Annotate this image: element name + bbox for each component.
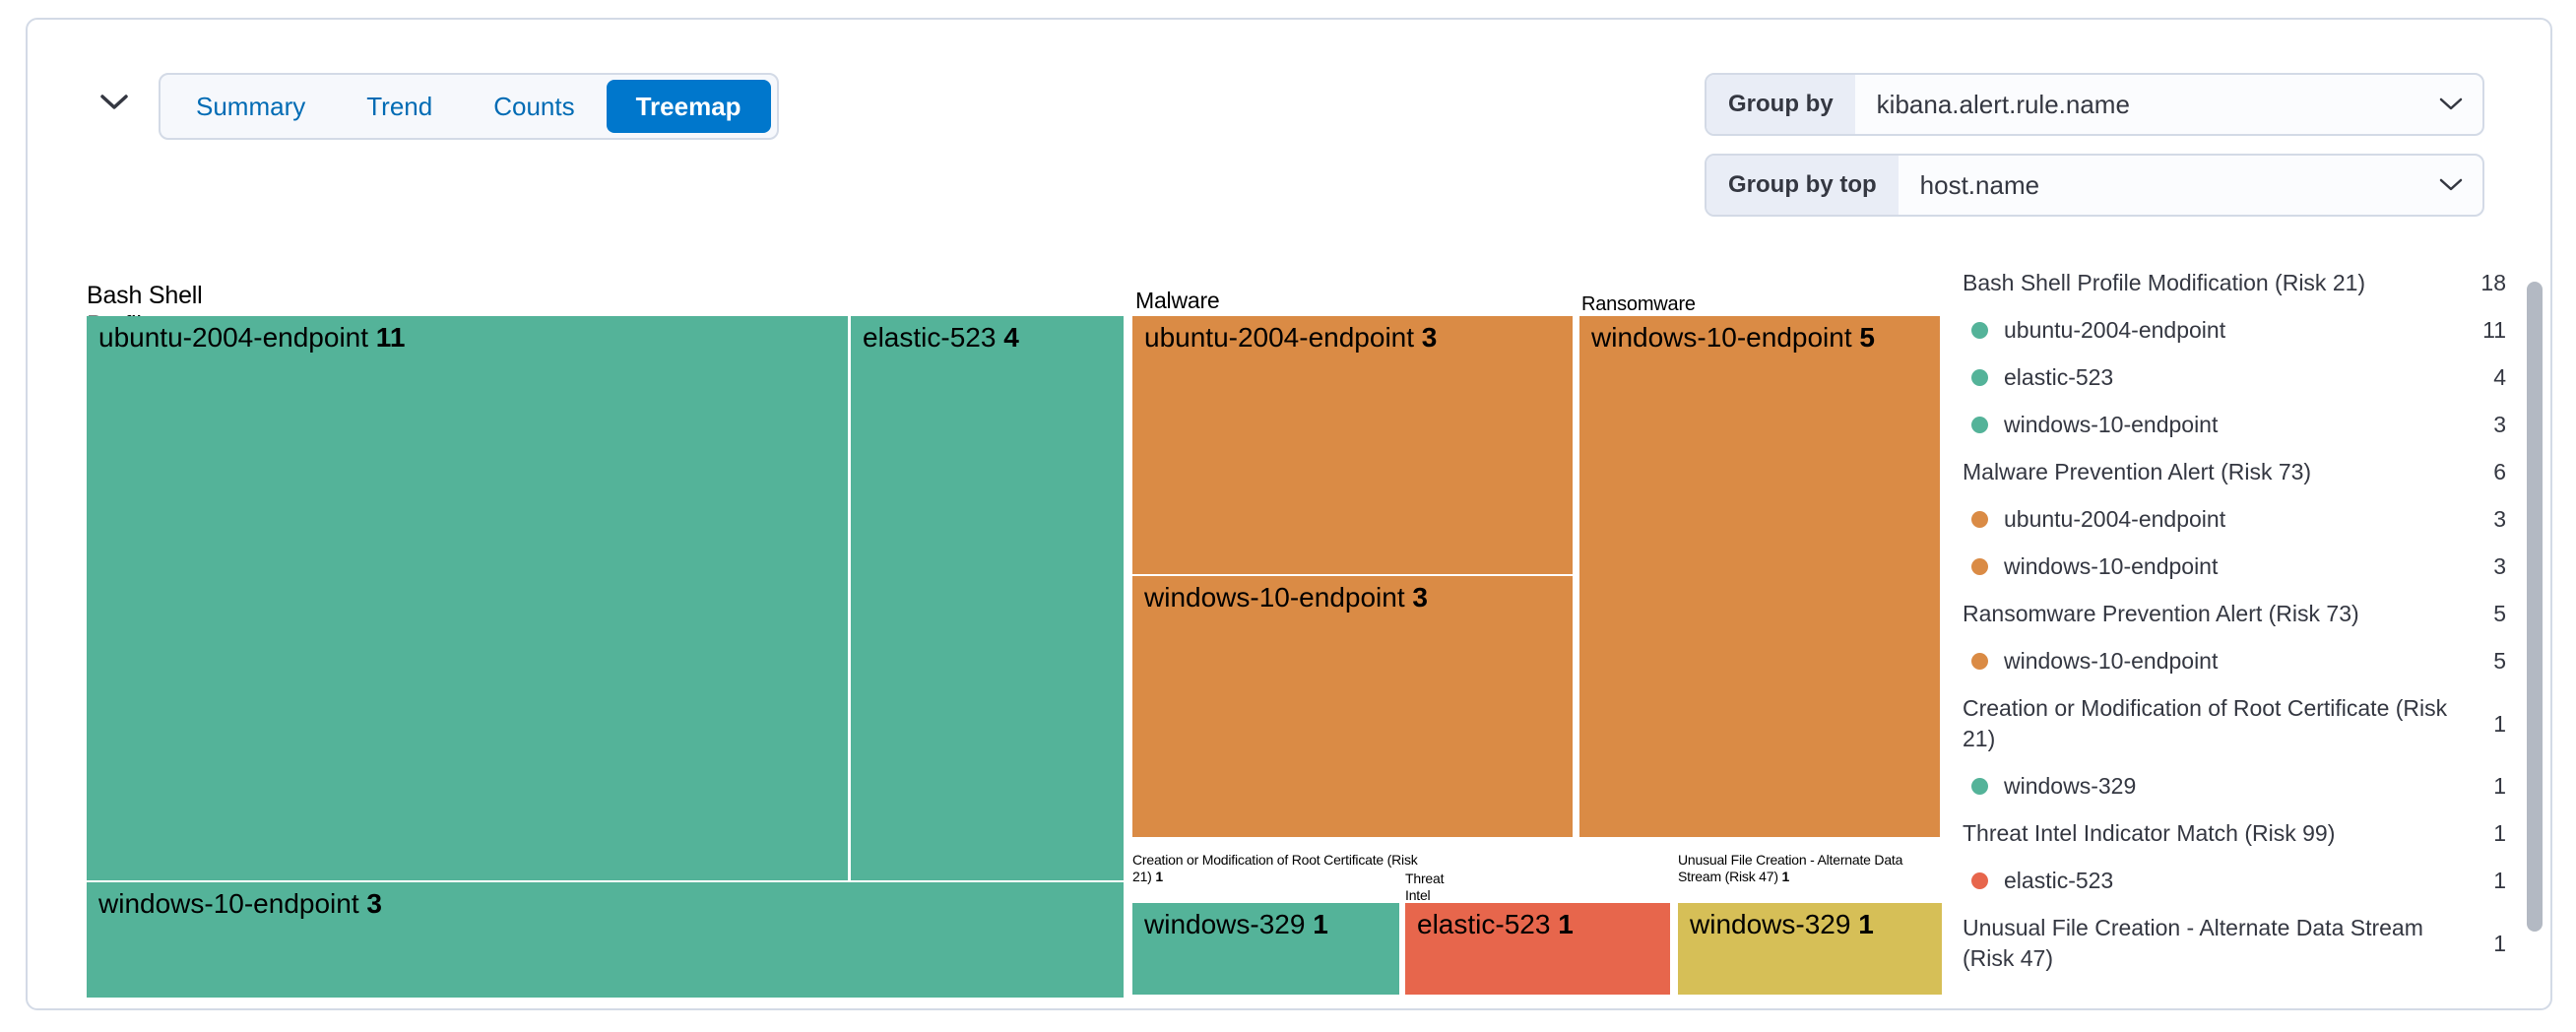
legend-color-dot <box>1971 778 1988 795</box>
legend-label[interactable]: Threat Intel Indicator Match (Risk 99) <box>1963 820 2336 846</box>
legend-item-row[interactable]: windows-10-endpoint 5 <box>1963 646 2506 677</box>
group-by-selected-value: kibana.alert.rule.name <box>1876 89 2130 119</box>
legend-value: 5 <box>2493 601 2506 626</box>
legend: Bash Shell Profile Modification (Risk 21… <box>1963 268 2506 991</box>
treemap-group-header: Creation or Modification of Root Certifi… <box>1132 852 1418 884</box>
view-selector-button-group: Summary Trend Counts Treemap <box>159 73 779 140</box>
chevron-down-icon <box>2439 156 2482 215</box>
legend-group-row[interactable]: Malware Prevention Alert (Risk 73) 6 <box>1963 457 2506 487</box>
legend-scrollbar-thumb[interactable] <box>2527 282 2543 932</box>
legend-value: 1 <box>2493 868 2506 893</box>
tab-counts[interactable]: Counts <box>464 80 604 133</box>
legend-label[interactable]: windows-10-endpoint <box>2004 553 2219 579</box>
legend-value: 5 <box>2493 648 2506 674</box>
chevron-down-icon <box>2439 75 2482 134</box>
legend-value: 3 <box>2493 553 2506 579</box>
legend-value: 1 <box>2493 820 2506 846</box>
legend-value: 18 <box>2480 270 2506 295</box>
legend-value: 3 <box>2493 412 2506 437</box>
legend-value: 1 <box>2493 930 2506 956</box>
collapse-section-button[interactable] <box>93 81 136 124</box>
group-by-prepend-label: Group by <box>1707 75 1855 134</box>
legend-item-row[interactable]: windows-10-endpoint 3 <box>1963 551 2506 582</box>
treemap-cell-windows-10-endpoint[interactable]: windows-10-endpoint 5 <box>1579 316 1940 837</box>
legend-label[interactable]: Unusual File Creation - Alternate Data S… <box>1963 915 2423 971</box>
legend-label[interactable]: Ransomware Prevention Alert (Risk 73) <box>1963 601 2359 626</box>
legend-value: 3 <box>2493 506 2506 532</box>
legend-label[interactable]: windows-10-endpoint <box>2004 412 2219 437</box>
legend-color-dot <box>1971 511 1988 528</box>
legend-label[interactable]: ubuntu-2004-endpoint <box>2004 506 2226 532</box>
legend-color-dot <box>1971 558 1988 575</box>
legend-label[interactable]: Bash Shell Profile Modification (Risk 21… <box>1963 270 2366 295</box>
legend-value: 6 <box>2493 459 2506 484</box>
legend-label[interactable]: windows-10-endpoint <box>2004 648 2219 674</box>
legend-group-row[interactable]: Unusual File Creation - Alternate Data S… <box>1963 913 2506 974</box>
group-by-top-prepend-label: Group by top <box>1707 156 1899 215</box>
legend-label[interactable]: Creation or Modification of Root Certifi… <box>1963 695 2448 751</box>
tab-trend[interactable]: Trend <box>337 80 462 133</box>
legend-group-row[interactable]: Threat Intel Indicator Match (Risk 99) 1 <box>1963 818 2506 849</box>
treemap-cell-windows-329[interactable]: windows-329 1 <box>1132 903 1399 995</box>
tab-summary[interactable]: Summary <box>166 80 335 133</box>
legend-value: 1 <box>2493 710 2506 737</box>
legend-color-dot <box>1971 653 1988 670</box>
legend-label[interactable]: ubuntu-2004-endpoint <box>2004 317 2226 343</box>
legend-color-dot <box>1971 417 1988 433</box>
treemap-cell-windows-10-endpoint[interactable]: windows-10-endpoint 3 <box>1132 576 1573 837</box>
legend-value: 4 <box>2493 364 2506 390</box>
legend-label[interactable]: elastic-523 <box>2004 868 2114 893</box>
group-by-select[interactable]: Group by kibana.alert.rule.name <box>1705 73 2484 136</box>
legend-item-row[interactable]: windows-329 1 <box>1963 771 2506 802</box>
treemap-cell-ubuntu-2004-endpoint[interactable]: ubuntu-2004-endpoint 3 <box>1132 316 1573 574</box>
treemap-cell-windows-10-endpoint[interactable]: windows-10-endpoint 3 <box>87 882 1124 998</box>
treemap-cell-elastic-523[interactable]: elastic-523 4 <box>851 316 1124 880</box>
alerts-visualization-panel: Summary Trend Counts Treemap Group by ki… <box>26 18 2552 1010</box>
chevron-down-icon <box>99 94 129 111</box>
legend-item-row[interactable]: windows-10-endpoint 3 <box>1963 410 2506 440</box>
legend-label[interactable]: elastic-523 <box>2004 364 2114 390</box>
legend-group-row[interactable]: Creation or Modification of Root Certifi… <box>1963 693 2506 754</box>
group-by-top-select[interactable]: Group by top host.name <box>1705 154 2484 217</box>
group-by-top-selected-value: host.name <box>1919 169 2040 200</box>
legend-item-row[interactable]: ubuntu-2004-endpoint 3 <box>1963 504 2506 535</box>
treemap-cell-windows-329[interactable]: windows-329 1 <box>1678 903 1942 995</box>
treemap-cell-elastic-523[interactable]: elastic-523 1 <box>1405 903 1670 995</box>
legend-value: 1 <box>2493 773 2506 799</box>
legend-item-row[interactable]: ubuntu-2004-endpoint 11 <box>1963 315 2506 346</box>
legend-item-row[interactable]: elastic-523 1 <box>1963 866 2506 896</box>
legend-group-row[interactable]: Ransomware Prevention Alert (Risk 73) 5 <box>1963 599 2506 629</box>
treemap-cell-ubuntu-2004-endpoint[interactable]: ubuntu-2004-endpoint 11 <box>87 316 848 880</box>
tab-treemap[interactable]: Treemap <box>606 80 771 133</box>
treemap-group-header: Unusual File Creation - Alternate Data S… <box>1678 852 1903 884</box>
legend-group-row[interactable]: Bash Shell Profile Modification (Risk 21… <box>1963 268 2506 298</box>
legend-item-row[interactable]: elastic-523 4 <box>1963 362 2506 393</box>
legend-color-dot <box>1971 872 1988 889</box>
legend-color-dot <box>1971 369 1988 386</box>
legend-color-dot <box>1971 322 1988 339</box>
legend-label[interactable]: Malware Prevention Alert (Risk 73) <box>1963 459 2312 484</box>
legend-label[interactable]: windows-329 <box>2004 773 2137 799</box>
legend-value: 11 <box>2482 317 2506 343</box>
